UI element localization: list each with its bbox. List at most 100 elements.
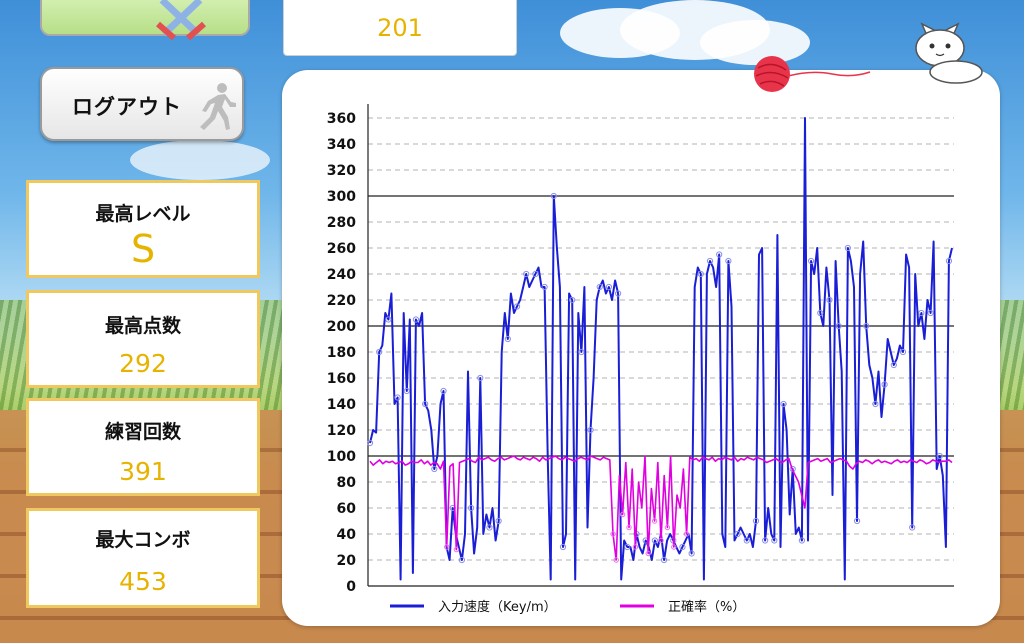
accuracy-data-point	[651, 518, 658, 524]
accuracy-series-line	[369, 455, 953, 561]
speed-data-point	[743, 537, 750, 544]
speed-data-point	[807, 257, 815, 265]
y-tick-label: 260	[327, 241, 356, 257]
speed-data-point	[366, 439, 374, 447]
crossed-swords-icon	[156, 0, 206, 41]
cloud	[700, 20, 810, 65]
speed-data-point	[697, 270, 704, 278]
speed-data-point	[440, 387, 447, 395]
speed-data-point	[394, 394, 401, 401]
speed-data-point	[403, 387, 410, 395]
y-tick-label: 180	[327, 345, 356, 361]
speed-data-point	[872, 400, 879, 408]
speed-data-point	[458, 556, 465, 564]
speed-data-point	[706, 257, 714, 265]
speed-data-point	[504, 335, 511, 343]
y-tick-label: 0	[346, 579, 356, 595]
stat-card-max-combo: 最大コンボ 453	[26, 508, 260, 608]
speed-data-point	[431, 465, 438, 473]
speed-data-point	[909, 524, 916, 531]
logout-button[interactable]: ログアウト	[40, 67, 244, 141]
accuracy-data-point	[632, 544, 639, 550]
counter-tab: 201	[283, 0, 517, 56]
speed-data-point	[541, 283, 548, 291]
speed-data-point	[752, 517, 760, 525]
speed-data-point	[771, 537, 778, 544]
speed-data-point	[927, 309, 934, 317]
speed-data-point	[624, 543, 631, 551]
speed-data-point	[385, 316, 392, 323]
accuracy-data-point	[613, 557, 619, 563]
cat-icon	[915, 22, 983, 84]
y-tick-label: 120	[327, 423, 356, 439]
y-tick-label: 80	[337, 475, 357, 491]
speed-data-point	[826, 296, 833, 304]
speed-data-point	[532, 270, 539, 278]
yarn-ball-icon	[754, 56, 871, 92]
accuracy-data-point	[626, 524, 632, 531]
speed-data-point	[651, 537, 658, 544]
counter-value: 201	[377, 14, 423, 42]
y-tick-label: 200	[327, 319, 356, 335]
accuracy-data-point	[658, 537, 664, 544]
accuracy-data-point	[664, 524, 671, 531]
speed-data-point	[467, 504, 475, 512]
speed-data-point	[495, 517, 502, 525]
accuracy-data-point	[645, 550, 651, 557]
stat-value: S	[130, 227, 156, 271]
accuracy-data-point	[683, 531, 690, 537]
speed-data-point	[945, 257, 953, 265]
speed-data-point	[780, 400, 787, 408]
y-tick-label: 360	[327, 111, 356, 127]
accuracy-data-point	[610, 531, 616, 537]
y-tick-label: 340	[327, 137, 356, 153]
y-tick-label: 20	[337, 553, 357, 569]
stat-label: 最大コンボ	[95, 529, 191, 551]
speed-data-point	[523, 270, 530, 278]
typing-history-chart: 0 20 40 60 80 100 120 140 160 180 200 220 240 260 280 3…	[327, 104, 954, 615]
speed-data-point	[559, 543, 567, 551]
speed-data-point	[890, 361, 897, 369]
speed-data-point	[550, 192, 557, 200]
speed-data-point	[881, 381, 888, 388]
speed-data-point	[863, 322, 870, 330]
speed-data-point	[569, 296, 576, 304]
speed-data-point	[817, 309, 824, 317]
speed-data-point	[605, 283, 613, 291]
y-tick-label: 240	[327, 267, 356, 283]
speed-data-point	[422, 400, 429, 408]
speed-data-point	[762, 537, 769, 544]
speed-data-point	[688, 550, 695, 557]
speed-data-point	[578, 348, 585, 356]
stat-label: 練習回数	[104, 421, 181, 443]
stat-label: 最高点数	[104, 315, 181, 337]
speed-data-point	[725, 257, 732, 265]
stat-value: 391	[119, 457, 167, 486]
running-man-icon	[200, 83, 236, 130]
speed-data-point	[936, 452, 943, 460]
stat-card-practice-count: 練習回数 391	[26, 398, 260, 496]
y-tick-label: 160	[327, 371, 356, 387]
speed-data-point	[513, 303, 521, 310]
speed-data-point	[835, 322, 842, 330]
speed-data-point	[587, 426, 594, 434]
speed-data-point	[899, 348, 907, 356]
speed-data-point	[734, 530, 741, 538]
legend-label-speed: 入力速度（Key/m）	[438, 599, 557, 615]
y-tick-label: 320	[327, 163, 356, 179]
y-tick-label: 60	[337, 501, 357, 517]
speed-data-point	[376, 348, 383, 356]
y-tick-label: 300	[327, 189, 356, 205]
speed-data-point	[596, 283, 603, 291]
speed-data-point	[716, 251, 723, 258]
speed-data-point	[486, 524, 493, 531]
speed-data-point	[615, 290, 622, 297]
legend-label-accuracy: 正確率（%）	[668, 599, 745, 615]
accuracy-data-point	[453, 546, 460, 553]
speed-data-point	[477, 374, 484, 382]
y-tick-label: 40	[337, 527, 357, 543]
stat-value: 453	[119, 567, 167, 596]
speed-data-point	[660, 556, 668, 564]
accuracy-data-point	[444, 544, 450, 550]
top-ribbon	[40, 0, 250, 41]
